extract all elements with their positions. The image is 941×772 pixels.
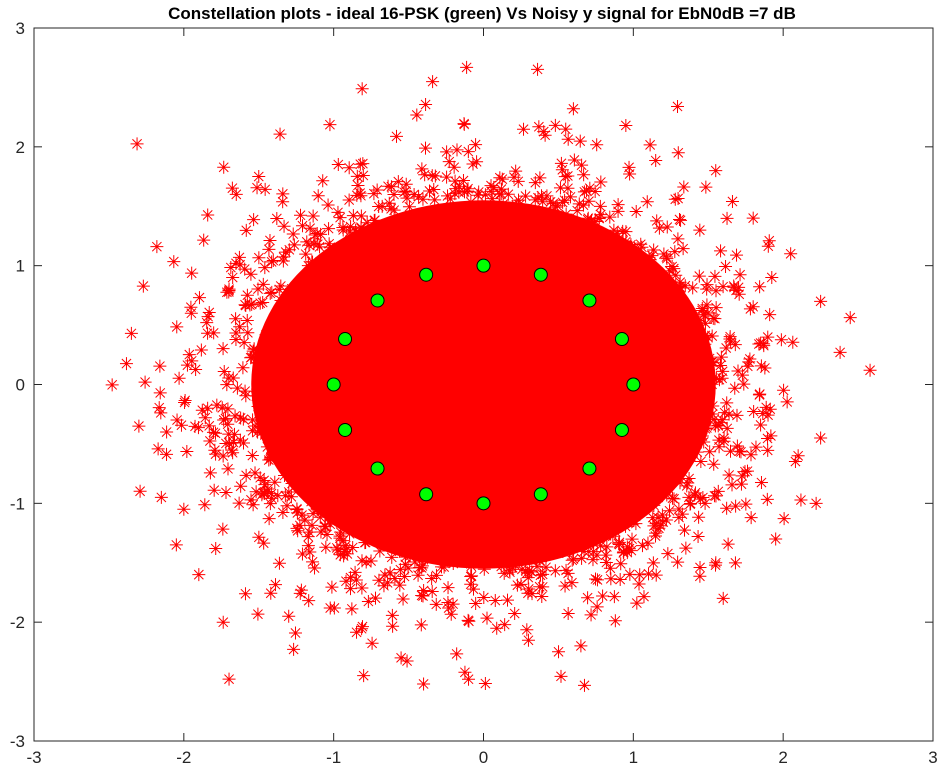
- x-tick-label: -1: [326, 748, 341, 767]
- ideal-psk-point-3: [533, 267, 548, 282]
- y-tick-label: 0: [16, 376, 25, 395]
- y-tick-label: -1: [10, 494, 25, 513]
- y-tick-label: 1: [16, 257, 25, 276]
- x-tick-label: 0: [479, 748, 488, 767]
- ideal-psk-point-5: [419, 267, 434, 282]
- ideal-psk-point-12: [476, 496, 491, 511]
- noisy-signal-series: [105, 60, 877, 692]
- y-tick-label: 2: [16, 138, 25, 157]
- y-tick-label: -3: [10, 732, 25, 751]
- y-tick-label: -2: [10, 613, 25, 632]
- ideal-psk-point-10: [370, 461, 385, 476]
- ideal-psk-point-9: [338, 422, 353, 437]
- ideal-psk-point-13: [533, 487, 548, 502]
- x-tick-label: 2: [778, 748, 787, 767]
- ideal-psk-point-11: [419, 487, 434, 502]
- ideal-psk-point-0: [626, 377, 641, 392]
- ideal-psk-point-2: [582, 293, 597, 308]
- chart-title: Constellation plots - ideal 16-PSK (gree…: [168, 4, 796, 23]
- ideal-psk-point-8: [326, 377, 341, 392]
- ideal-psk-point-1: [614, 332, 629, 347]
- ideal-psk-point-6: [370, 293, 385, 308]
- ideal-psk-point-14: [582, 461, 597, 476]
- x-tick-label: -2: [176, 748, 191, 767]
- ideal-psk-point-7: [338, 332, 353, 347]
- x-tick-label: -3: [26, 748, 41, 767]
- x-tick-label: 1: [629, 748, 638, 767]
- noisy-signal-core: [251, 200, 716, 569]
- ideal-psk-series: [326, 258, 641, 511]
- x-tick-label: 3: [928, 748, 937, 767]
- y-tick-label: 3: [16, 19, 25, 38]
- axis-ticks: -3 -2 -1 0 1 2 3 -3 -2 -1 0 1 2 3: [10, 19, 938, 767]
- ideal-psk-point-15: [614, 422, 629, 437]
- ideal-psk-point-4: [476, 258, 491, 273]
